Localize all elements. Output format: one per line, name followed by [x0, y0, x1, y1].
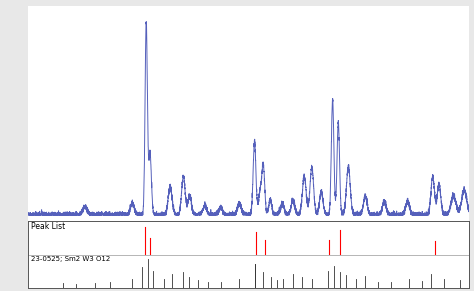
X-axis label: Position [°2Theta]: Position [°2Theta]	[205, 236, 293, 246]
Text: 23-0525; Sm2 W3 O12: 23-0525; Sm2 W3 O12	[31, 256, 110, 262]
Text: Peak List: Peak List	[31, 222, 65, 231]
